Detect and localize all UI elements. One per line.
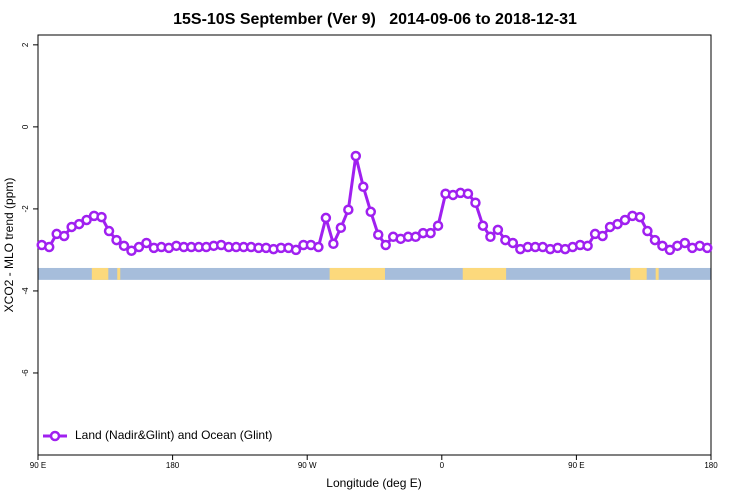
data-point xyxy=(111,234,122,246)
y-tick-label: -4 xyxy=(21,287,30,295)
data-point xyxy=(320,212,332,224)
data-point xyxy=(432,220,444,231)
data-point xyxy=(141,237,152,249)
data-point xyxy=(612,218,623,230)
data-point xyxy=(313,241,324,253)
data-point xyxy=(649,234,661,246)
data-point xyxy=(679,237,691,249)
x-tick-label: 90 W xyxy=(298,461,317,470)
data-point xyxy=(485,231,496,243)
data-point xyxy=(133,241,145,253)
data-point xyxy=(290,244,302,256)
legend-label: Land (Nadir&Glint) and Ocean (Glint) xyxy=(75,428,272,442)
data-point xyxy=(582,240,593,252)
y-axis-label: XCO2 - MLO trend (ppm) xyxy=(2,178,16,313)
data-point xyxy=(365,206,377,218)
data-point xyxy=(343,204,354,215)
data-point xyxy=(477,220,489,231)
land-band xyxy=(91,267,109,280)
x-axis-label: Longitude (deg E) xyxy=(326,476,421,490)
x-tick-label: 180 xyxy=(166,461,180,470)
data-point xyxy=(657,240,668,252)
land-band xyxy=(655,267,659,280)
data-point xyxy=(462,188,474,199)
data-point xyxy=(492,224,504,236)
data-point xyxy=(73,218,85,230)
data-point xyxy=(350,150,362,162)
data-point xyxy=(634,211,646,223)
x-tick-label: 90 E xyxy=(568,461,584,470)
land-band xyxy=(117,267,121,280)
land-band xyxy=(462,267,507,280)
data-point xyxy=(58,230,70,242)
x-tick-label: 0 xyxy=(440,461,445,470)
data-point xyxy=(380,239,391,251)
y-tick-label: 2 xyxy=(21,42,30,47)
chart-title: 15S-10S September (Ver 9) 2014-09-06 to … xyxy=(173,11,577,28)
data-point xyxy=(358,181,369,193)
data-point xyxy=(118,240,130,252)
data-point xyxy=(335,222,347,234)
data-point xyxy=(328,238,339,250)
land-band xyxy=(329,267,385,280)
data-point xyxy=(43,241,55,253)
data-point xyxy=(507,237,519,249)
data-point xyxy=(81,214,92,226)
data-point xyxy=(664,244,676,256)
y-tick-label: 0 xyxy=(21,124,30,129)
data-point xyxy=(425,227,436,239)
data-point xyxy=(642,225,653,237)
data-point xyxy=(702,242,713,254)
data-point xyxy=(96,211,107,223)
data-point xyxy=(619,214,631,226)
land-band xyxy=(630,267,647,280)
y-tick-label: -6 xyxy=(21,369,30,377)
data-point xyxy=(597,230,608,242)
legend-marker xyxy=(49,430,61,442)
data-point xyxy=(372,229,384,240)
data-point xyxy=(103,225,115,237)
x-tick-label: 90 E xyxy=(30,461,46,470)
data-point xyxy=(470,197,481,209)
x-tick-label: 180 xyxy=(704,461,718,470)
y-tick-label: -2 xyxy=(21,205,30,213)
